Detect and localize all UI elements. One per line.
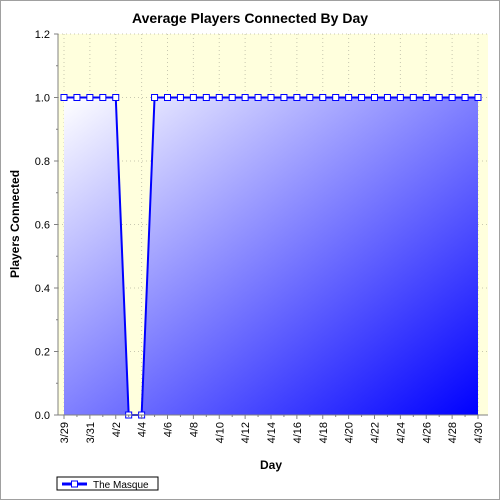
data-point [164,94,171,101]
data-point [474,94,482,101]
data-point [241,94,249,101]
data-point [306,94,314,101]
data-point [267,94,275,101]
data-point [409,94,417,101]
data-point [86,94,94,101]
x-tick-label: 4/4 [137,422,149,437]
data-point [112,94,120,101]
y-axis-ticks: 0.0 0.2 0.4 0.6 0.8 1.0 1.2 [35,29,58,422]
y-tick-label: 0.2 [35,347,50,359]
y-tick-label: 1.0 [35,93,50,105]
data-point [215,94,223,101]
x-tick-label: 4/26 [421,422,433,443]
legend-label: The Masque [93,480,149,491]
data-point [280,94,288,101]
data-point [383,94,391,101]
legend-box [56,476,159,491]
y-tick-label: 1.2 [35,29,50,41]
data-point [371,94,378,101]
x-tick-label: 4/6 [163,422,175,437]
data-point [99,94,107,101]
data-point [461,94,469,101]
y-tick-label: 0.4 [35,283,50,295]
data-point [254,94,262,101]
data-point [202,94,210,101]
data-point [319,94,327,101]
data-point [345,94,353,101]
data-point [151,94,159,101]
data-point [448,94,456,101]
y-tick-label: 0.0 [35,410,50,422]
x-tick-label: 4/30 [473,422,485,443]
x-tick-label: 4/24 [395,422,407,443]
x-tick-label: 4/8 [188,422,200,437]
y-tick-label: 0.8 [35,156,50,168]
legend: The Masque [56,476,159,491]
data-point [396,94,404,101]
data-point [176,94,184,101]
x-tick-label: 4/20 [344,422,356,443]
x-tick-label: 3/31 [85,422,97,443]
x-tick-label: 4/16 [292,422,304,443]
series-markers [60,94,482,419]
data-point [435,94,443,101]
data-point [228,94,236,101]
data-point [422,94,430,101]
x-tick-label: 4/2 [111,422,123,437]
data-point [332,94,340,101]
x-tick-label: 4/14 [266,422,278,443]
x-axis-ticks: 3/29 3/31 4/2 4/4 4/6 4/8 4/10 4/12 4/14 4/16 4/18… [59,415,485,443]
legend-marker [71,480,78,488]
x-tick-label: 4/28 [447,422,459,443]
data-point [73,94,81,101]
series-area [64,97,478,415]
x-tick-label: 4/18 [318,422,330,443]
data-point [60,94,68,101]
x-tick-label: 4/12 [240,422,252,443]
data-point [189,94,197,101]
x-tick-label: 4/22 [370,422,382,443]
y-axis-label: Players Connected [8,170,22,278]
x-axis-label: Day [260,458,282,472]
data-point [293,94,301,101]
x-tick-label: 3/29 [59,422,71,443]
data-point [358,94,366,101]
x-tick-label: 4/10 [214,422,226,443]
chart-title: Average Players Connected By Day [132,10,368,26]
y-tick-label: 0.6 [35,220,50,232]
